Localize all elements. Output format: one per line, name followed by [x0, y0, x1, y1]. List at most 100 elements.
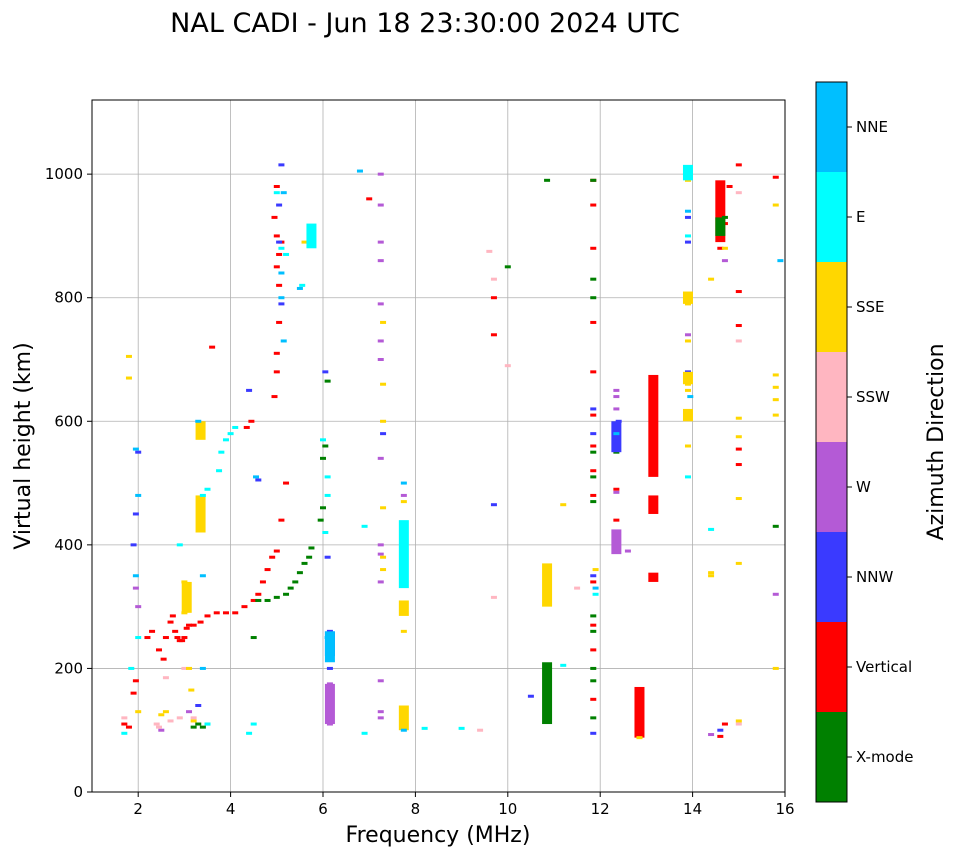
data-point [322, 531, 329, 534]
data-point [160, 657, 167, 661]
data-point [204, 487, 211, 491]
data-point [128, 666, 135, 670]
data-point [190, 719, 197, 723]
data-point [199, 725, 206, 729]
axis-ticks: 2 4 6 8 10 12 14 16 0 200 400 600 800 1000 [45, 165, 795, 818]
data-point [195, 419, 202, 423]
data-point [624, 549, 631, 553]
data-point [490, 277, 497, 281]
data-point [721, 722, 728, 726]
data-point [292, 580, 299, 584]
data-point [772, 373, 779, 377]
data-point [273, 234, 280, 238]
series-nnw [130, 163, 724, 735]
data-band [542, 662, 553, 725]
data-point [153, 722, 160, 726]
data-point [486, 249, 493, 253]
data-point [324, 379, 331, 383]
data-point [296, 571, 303, 575]
data-point [324, 475, 331, 479]
data-point [322, 370, 329, 374]
data-point [377, 710, 384, 714]
data-point [132, 574, 139, 578]
colorbar-frame [815, 81, 848, 803]
data-point [590, 246, 597, 250]
data-point [735, 290, 742, 294]
data-point [172, 629, 179, 633]
data-point [273, 595, 280, 599]
data-point [613, 518, 620, 522]
y-tick-label: 400 [54, 536, 83, 554]
data-point [380, 432, 387, 436]
grid [92, 100, 786, 793]
data-point [380, 555, 387, 559]
data-point [380, 506, 387, 510]
data-point [590, 614, 597, 618]
data-band [195, 421, 206, 440]
data-point [377, 580, 384, 584]
data-point [735, 463, 742, 467]
colorbar-label-nne: NNE [856, 118, 888, 136]
data-point [250, 636, 257, 640]
data-point [380, 419, 387, 423]
data-point [717, 734, 724, 738]
data-point [735, 435, 742, 439]
data-point [590, 469, 597, 473]
data-point [232, 611, 239, 615]
data-point [590, 629, 597, 633]
series-ssw [121, 191, 742, 732]
data-point [356, 169, 363, 173]
x-tick-label: 14 [683, 800, 702, 818]
data-band [306, 223, 317, 249]
data-point [278, 246, 285, 250]
data-point [361, 731, 368, 735]
data-point [735, 561, 742, 565]
data-band [542, 563, 553, 607]
x-tick-label: 10 [498, 800, 517, 818]
data-point [592, 586, 599, 590]
data-point [735, 339, 742, 343]
data-point [167, 620, 174, 624]
data-band [324, 631, 335, 663]
y-tick-label: 600 [54, 412, 83, 430]
data-point [278, 296, 285, 300]
data-point [735, 416, 742, 420]
data-point [199, 493, 206, 497]
data-point [590, 407, 597, 411]
data-point [708, 733, 715, 737]
data-point [162, 710, 169, 714]
data-point [243, 425, 250, 429]
x-tick-label: 16 [775, 800, 794, 818]
data-point [613, 388, 620, 392]
data-point [199, 574, 206, 578]
chart-title: NAL CADI - Jun 18 23:30:00 2024 UTC [170, 8, 680, 39]
data-point [687, 395, 694, 399]
data-point [132, 586, 139, 590]
data-point [278, 163, 285, 167]
data-point [590, 648, 597, 652]
data-point [301, 561, 308, 565]
data-point [246, 731, 253, 735]
data-point [772, 666, 779, 670]
colorbar-label-e: E [856, 208, 865, 226]
data-point [232, 425, 239, 429]
data-point [149, 629, 156, 633]
data-point [772, 385, 779, 389]
data-point [490, 595, 497, 599]
data-point [590, 493, 597, 497]
data-point [130, 691, 137, 695]
data-band [648, 495, 659, 514]
data-point [283, 481, 290, 485]
data-point [684, 475, 691, 479]
data-point [490, 333, 497, 337]
data-point [222, 438, 229, 442]
series-sse [125, 169, 779, 740]
y-tick-label: 200 [54, 659, 83, 677]
data-point [271, 215, 278, 219]
data-point [377, 543, 384, 547]
colorbar: X-mode Vertical NNW W SSW SSE E NNE [815, 81, 913, 803]
data-band [195, 495, 206, 533]
data-point [181, 636, 188, 640]
data-point [255, 478, 262, 482]
data-point [590, 203, 597, 207]
